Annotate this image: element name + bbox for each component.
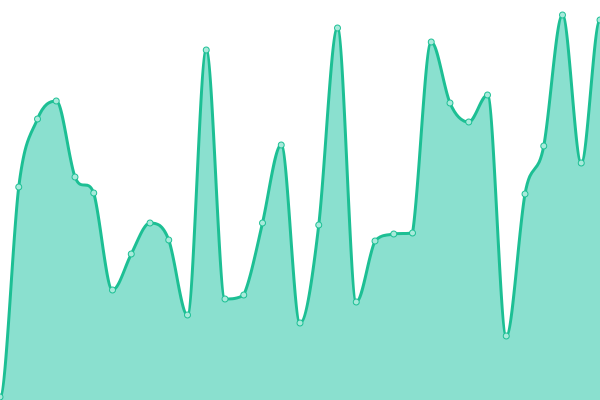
data-point-7: [127, 250, 135, 258]
data-point-29: [540, 142, 548, 150]
data-point-9: [165, 236, 173, 244]
data-point-16: [296, 319, 304, 327]
data-point-3: [52, 97, 60, 105]
data-point-27: [502, 332, 510, 340]
data-point-20: [371, 237, 379, 245]
data-point-23: [427, 38, 435, 46]
data-point-32: [596, 16, 600, 24]
data-point-26: [484, 91, 491, 99]
data-point-22: [409, 229, 416, 237]
area-fill: [0, 15, 600, 400]
data-points: [0, 11, 600, 400]
data-point-31: [577, 159, 585, 167]
data-point-1: [15, 183, 23, 191]
data-point-13: [240, 291, 248, 299]
data-point-8: [146, 219, 154, 227]
data-point-21: [390, 230, 398, 238]
data-point-28: [521, 190, 529, 198]
data-point-12: [221, 295, 229, 303]
data-point-17: [315, 221, 323, 229]
data-point-15: [277, 141, 285, 149]
data-point-5: [90, 189, 98, 197]
data-point-19: [352, 298, 360, 306]
data-point-0: [0, 393, 4, 400]
data-point-30: [559, 11, 566, 19]
data-point-4: [71, 173, 79, 181]
data-point-24: [446, 99, 454, 107]
data-point-25: [465, 118, 473, 126]
data-point-6: [109, 286, 116, 294]
data-point-11: [202, 46, 210, 54]
data-point-18: [334, 24, 341, 32]
data-point-14: [259, 219, 266, 227]
data-point-2: [34, 115, 41, 123]
data-point-10: [184, 311, 191, 319]
